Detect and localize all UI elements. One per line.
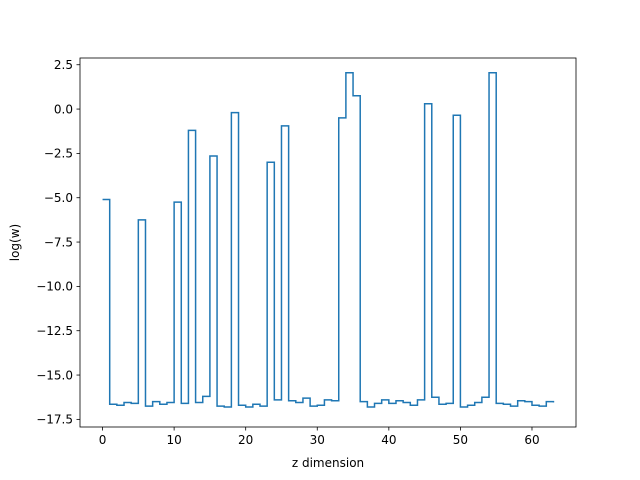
y-tick-label: 2.5 (54, 58, 73, 72)
y-tick-label: −17.5 (36, 413, 73, 427)
x-tick-label: 40 (381, 433, 396, 447)
x-tick-label: 0 (99, 433, 107, 447)
axes-layer: 0 10 20 30 40 50 60 2.5 0.0 −2.5 −5.0 −7.5 −10.0 −12.… (36, 57, 577, 447)
y-tick-label: −12.5 (36, 324, 73, 338)
series-line-0 (102, 71, 555, 408)
y-tick-label: −10.0 (36, 280, 73, 294)
plot-layer (102, 71, 555, 408)
x-axis-label: z dimension (292, 456, 364, 470)
y-tick-label: −5.0 (44, 191, 73, 205)
x-tick-label: 10 (166, 433, 181, 447)
x-tick-label: 20 (238, 433, 253, 447)
y-tick-label: 0.0 (54, 102, 73, 116)
x-tick-label: 50 (453, 433, 468, 447)
x-tick-label: 60 (524, 433, 539, 447)
axes-frame (79, 57, 577, 428)
y-tick-label: −15.0 (36, 368, 73, 382)
y-tick-label: −7.5 (44, 235, 73, 249)
y-axis-label: log(w) (8, 224, 22, 261)
y-tick-label: −2.5 (44, 147, 73, 161)
x-tick-label: 30 (310, 433, 325, 447)
